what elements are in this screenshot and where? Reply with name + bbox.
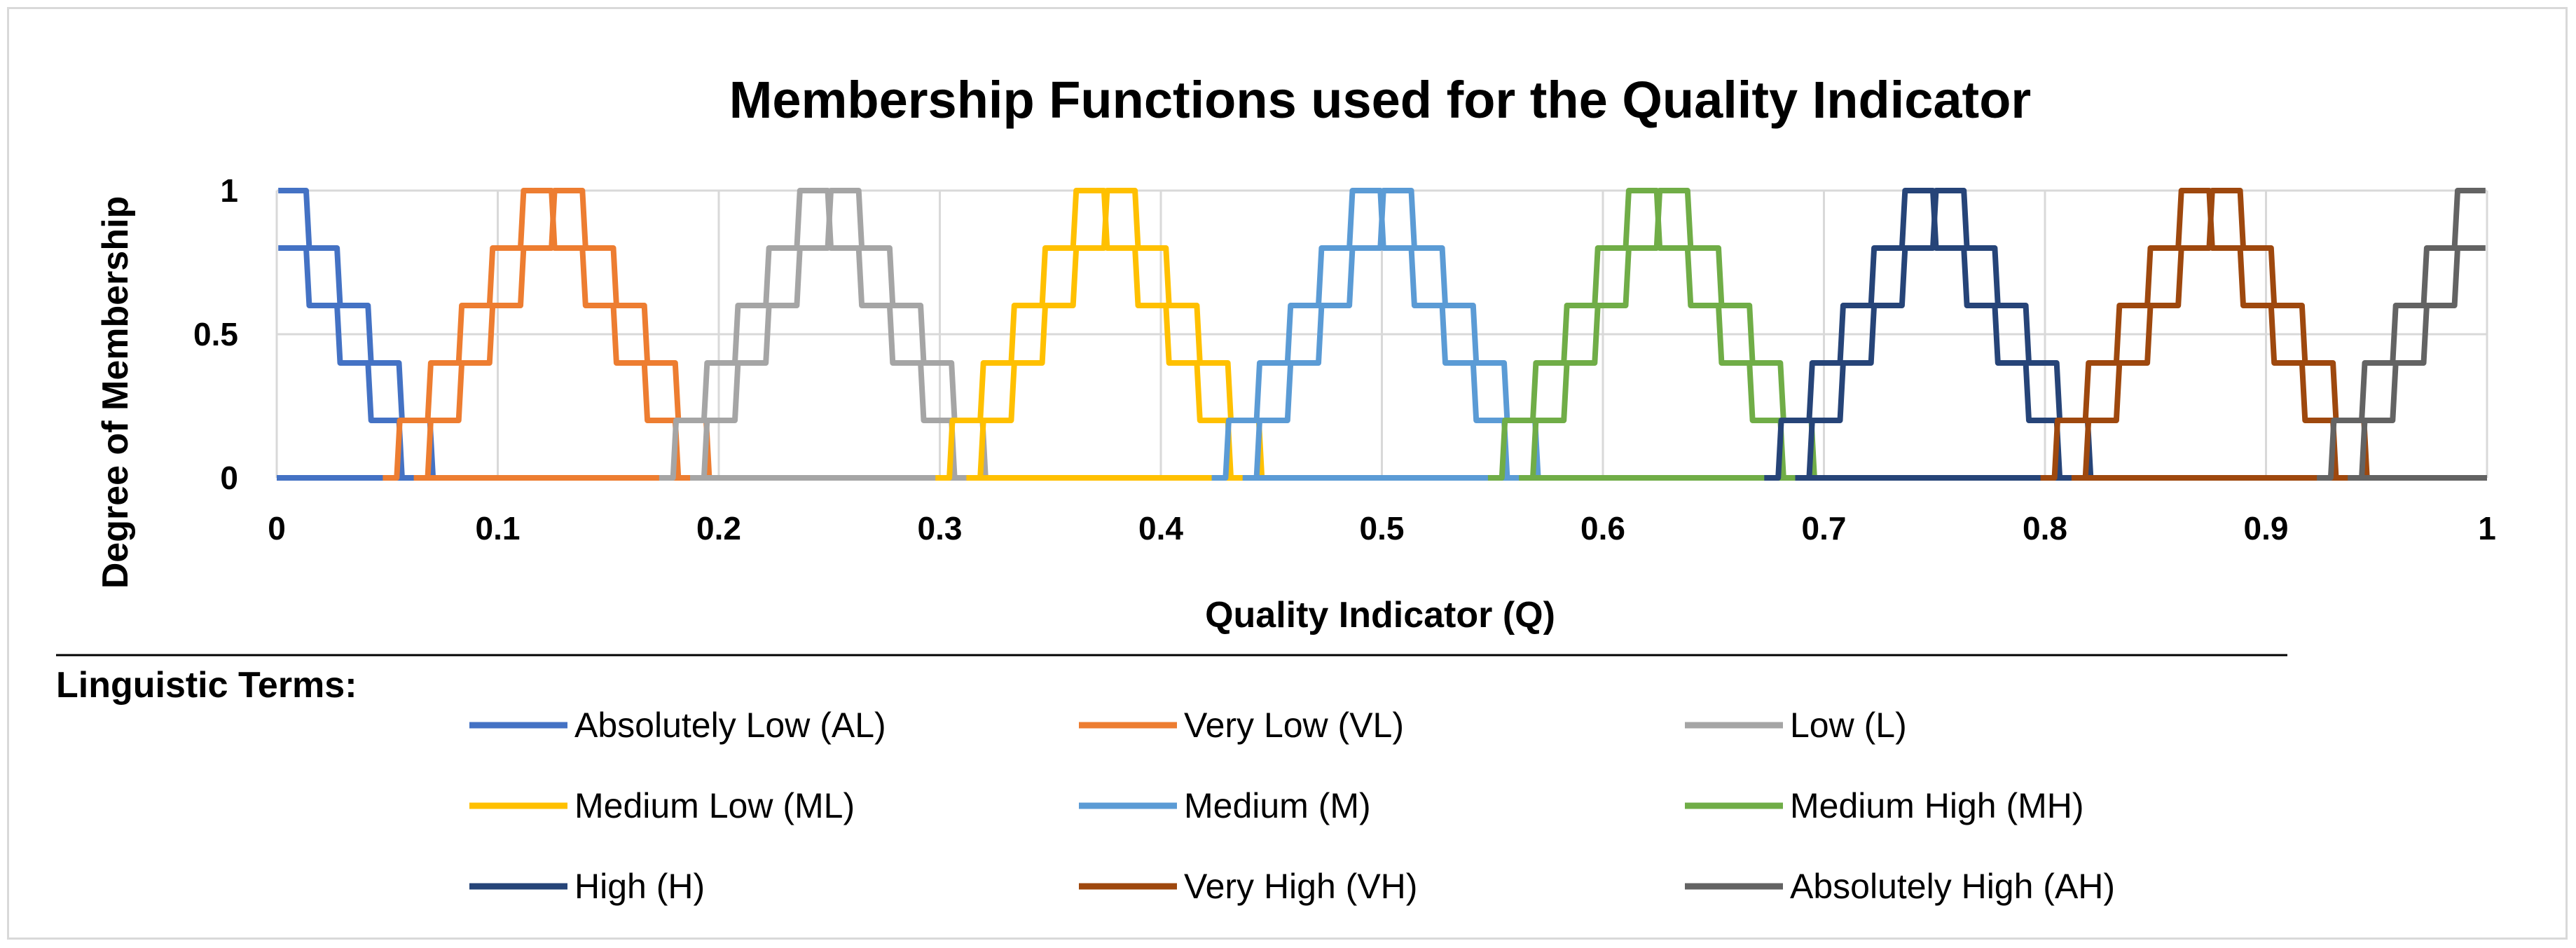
legend: Absolutely Low (AL) Very Low (VL) Low (L) M… (469, 706, 2115, 906)
series-line-1-1 (278, 245, 416, 481)
legend-label: Low (L) (1790, 706, 1907, 745)
x-tick-label: 0.3 (918, 510, 963, 547)
x-tick-label: 0.7 (1802, 510, 1847, 547)
legend-label: Medium Low (ML) (574, 786, 855, 825)
y-axis-title: Degree of Membership (95, 196, 136, 589)
x-axis-title: Quality Indicator (Q) (1205, 595, 1555, 636)
x-tick-label: 0.1 (476, 510, 521, 547)
legend-label: High (H) (574, 867, 705, 906)
series-line-2-2 (413, 188, 724, 481)
legend-label: Absolutely Low (AL) (574, 706, 886, 745)
x-tick-label: 1 (2478, 510, 2496, 547)
x-tick-label: 0.2 (696, 510, 741, 547)
legend-label: Very Low (VL) (1184, 706, 1404, 745)
series-line-9-1 (2317, 188, 2486, 481)
x-tick-label: 0 (268, 510, 286, 547)
series-line-7-2 (1795, 188, 2105, 481)
series-line-5-2 (1242, 188, 1552, 481)
legend-label: Medium High (MH) (1790, 786, 2084, 825)
y-tick-label: 0 (220, 460, 238, 496)
legend-label: Medium (M) (1184, 786, 1371, 825)
series-line-6-1 (1487, 188, 1798, 481)
series-lines (277, 188, 2487, 481)
legend-title: Linguistic Terms: (56, 665, 357, 706)
series-line-4-2 (966, 188, 1276, 481)
chart-title: Membership Functions used for the Qualit… (729, 71, 2031, 129)
series-line-3-2 (690, 188, 1000, 481)
series-line-6-2 (1519, 188, 1828, 481)
series-line-3-1 (659, 188, 969, 481)
x-tick-label: 0.6 (1580, 510, 1625, 547)
series-line-2-1 (383, 188, 693, 481)
y-tick-labels: 00.51 (193, 172, 238, 496)
x-tick-label: 0.5 (1360, 510, 1405, 547)
series-line-8-1 (2040, 188, 2350, 481)
series-line-4-1 (935, 188, 1245, 481)
x-tick-label: 0.4 (1138, 510, 1183, 547)
x-tick-labels: 0 0.1 0.2 0.3 0.4 0.5 0.6 0.7 0.8 0.9 1 (268, 510, 2496, 547)
series-line-5-1 (1211, 188, 1522, 481)
y-tick-label: 0.5 (193, 316, 238, 352)
series-line-8-2 (2071, 188, 2381, 481)
series-line-7-1 (1764, 188, 2074, 481)
x-tick-label: 0.9 (2244, 510, 2289, 547)
y-tick-label: 1 (220, 172, 238, 209)
legend-label: Absolutely High (AH) (1790, 867, 2115, 906)
legend-label: Very High (VH) (1184, 867, 1417, 906)
x-tick-label: 0.8 (2023, 510, 2067, 547)
series-line-9-2 (2348, 245, 2486, 481)
